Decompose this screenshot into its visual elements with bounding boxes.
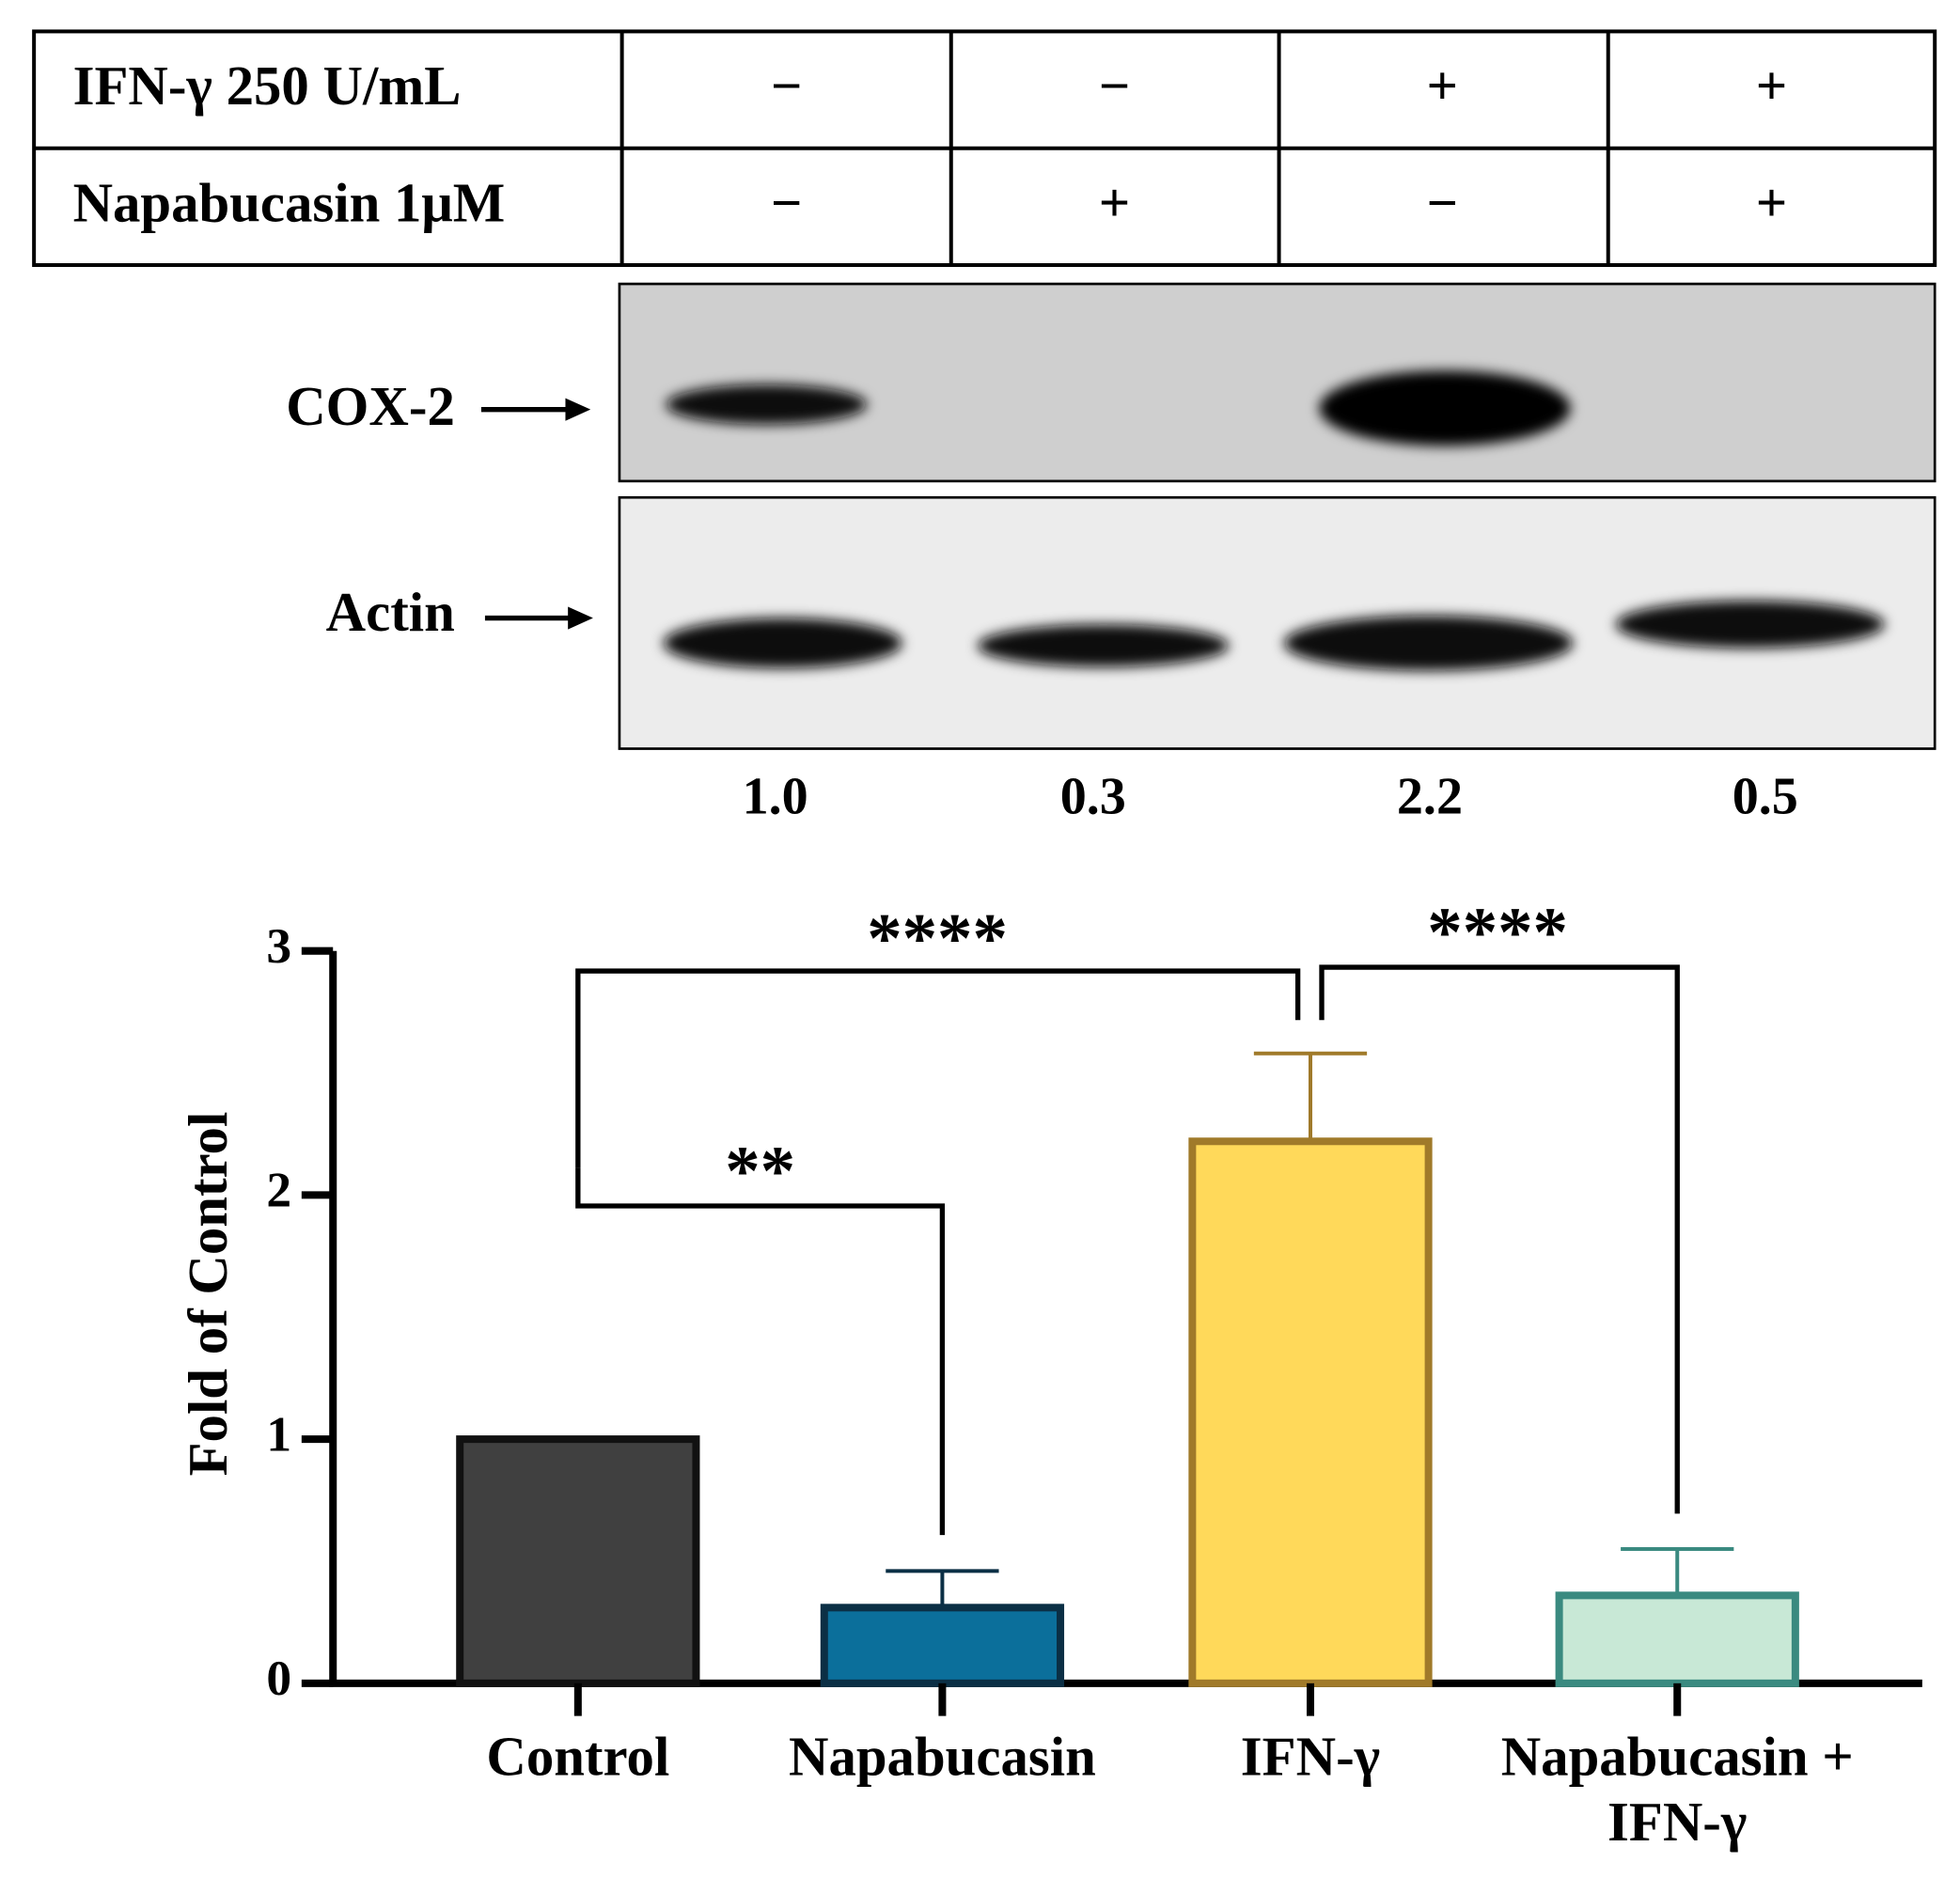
ratio-label: 2.2 xyxy=(1397,768,1463,826)
significance-bracket xyxy=(575,968,1301,1168)
table-cell: − xyxy=(1099,55,1131,117)
x-tick-label-box: IFN-γ xyxy=(1240,1726,1381,1788)
x-tick-label: IFN-γ xyxy=(1240,1726,1381,1788)
x-tick-label: Napabucasin + IFN-γ xyxy=(1500,1726,1854,1854)
blot-label: Actin xyxy=(326,582,455,643)
x-tick-label-box: Napabucasin + IFN-γ xyxy=(1500,1726,1854,1854)
table-cell: − xyxy=(771,172,803,233)
significance-label: **** xyxy=(1427,894,1568,972)
significance-bracket xyxy=(1319,964,1680,1514)
bar xyxy=(820,1604,1065,1687)
bar xyxy=(456,1435,700,1687)
bar xyxy=(1188,1137,1433,1687)
y-tick-label: 2 xyxy=(266,1162,291,1218)
treatment-table xyxy=(32,29,1937,267)
significance-label: ** xyxy=(725,1133,795,1211)
y-tick-label: 1 xyxy=(266,1405,291,1462)
table-cell: + xyxy=(1756,55,1788,117)
x-tick-label: Napabucasin xyxy=(788,1726,1096,1788)
y-axis-label: Fold of Control xyxy=(178,1112,239,1477)
table-cell: − xyxy=(1427,172,1459,233)
significance-bracket xyxy=(575,1167,946,1536)
table-cell: + xyxy=(1756,172,1788,233)
y-tick-label: 3 xyxy=(266,917,291,974)
bar xyxy=(1555,1591,1799,1687)
x-tick-label-box: Napabucasin xyxy=(788,1726,1096,1788)
row-header: Napabucasin 1μM xyxy=(73,172,506,233)
blot-label: COX-2 xyxy=(286,376,455,437)
x-tick-label: Control xyxy=(486,1726,670,1788)
table-cell: + xyxy=(1099,172,1131,233)
x-tick-label-box: Control xyxy=(486,1726,670,1788)
ratio-label: 0.5 xyxy=(1733,768,1798,826)
significance-label: **** xyxy=(867,900,1008,978)
y-tick-label: 0 xyxy=(266,1650,291,1706)
ratio-label: 0.3 xyxy=(1060,768,1126,826)
ratio-label: 1.0 xyxy=(743,768,808,826)
blot-panels xyxy=(480,282,1936,750)
row-header: IFN-γ 250 U/mL xyxy=(73,55,462,117)
table-cell: + xyxy=(1427,55,1459,117)
table-cell: − xyxy=(771,55,803,117)
